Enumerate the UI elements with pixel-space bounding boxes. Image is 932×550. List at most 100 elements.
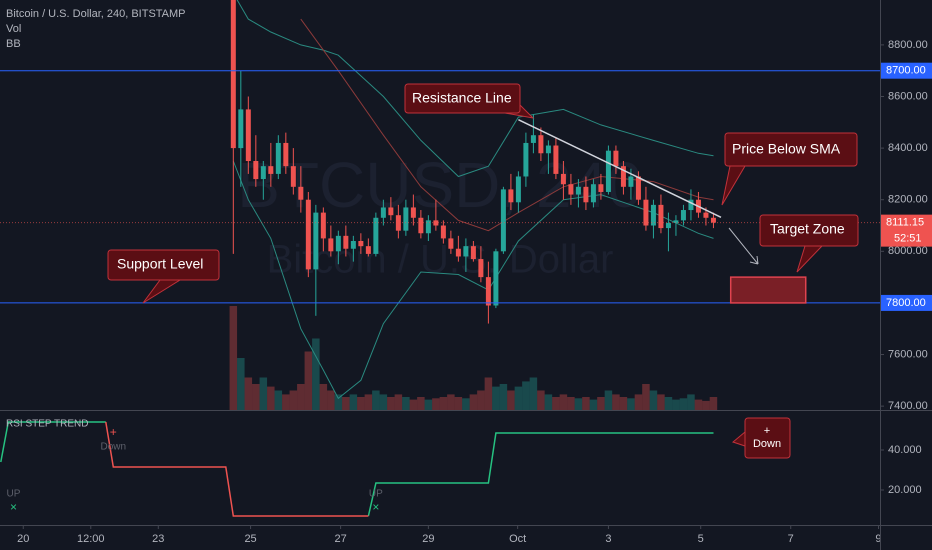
- candle-body: [418, 217, 424, 234]
- candle-body: [358, 240, 364, 247]
- last-price-label: 8111.15: [886, 217, 924, 229]
- callout: Target Zone: [759, 214, 859, 273]
- candle-body: [628, 176, 634, 187]
- rsi-step-line: [105, 421, 369, 517]
- volume-bar: [364, 394, 373, 410]
- callout-text: Down: [753, 438, 781, 450]
- candle-body: [440, 225, 446, 239]
- candle-body: [538, 135, 544, 154]
- volume-bar: [709, 397, 718, 410]
- candle-body: [478, 259, 484, 278]
- signal-text: Down: [100, 442, 126, 453]
- candle-body: [673, 220, 679, 223]
- candle-body: [238, 109, 244, 149]
- volume-bar: [252, 384, 260, 410]
- volume-bar: [334, 394, 343, 410]
- y-tick-label: 7400.00: [888, 400, 928, 412]
- candle-body: [523, 142, 529, 177]
- x-tick-label: 3: [605, 533, 611, 545]
- candle-body: [290, 166, 296, 187]
- candle-body: [388, 207, 394, 216]
- y-tick-label: 7600.00: [888, 348, 928, 360]
- arrow: [728, 227, 759, 265]
- candle-body: [298, 186, 304, 200]
- volume-bar: [402, 397, 410, 410]
- candle-body: [410, 207, 416, 218]
- volume-bar: [244, 377, 253, 410]
- x-tick-label: 5: [698, 533, 704, 545]
- candle-body: [545, 145, 551, 154]
- candle-body: [605, 150, 611, 192]
- candle-body: [343, 235, 349, 249]
- y-tick-label: 8400.00: [888, 142, 928, 154]
- candle-body: [508, 189, 514, 203]
- volume-bar: [492, 386, 500, 410]
- volume-bar: [387, 397, 395, 410]
- candle-body: [403, 207, 409, 231]
- candle-body: [613, 150, 619, 167]
- x-tick-label: 25: [244, 533, 256, 545]
- volume-bar: [349, 394, 358, 410]
- callout-text: Target Zone: [770, 221, 845, 237]
- volume-bar: [612, 394, 620, 410]
- candle-body: [620, 166, 626, 187]
- target-zone: [729, 276, 807, 304]
- candle-body: [328, 238, 334, 252]
- candle-body: [260, 166, 266, 180]
- y-tick-label: 8800.00: [888, 39, 928, 51]
- callout-text: Resistance Line: [412, 90, 512, 106]
- volume-bar: [424, 399, 433, 410]
- candle-body: [395, 215, 401, 231]
- y-tick-label: 8000.00: [888, 245, 928, 257]
- signal-mark: ×: [372, 500, 379, 514]
- volume-bar: [304, 351, 313, 410]
- callout: Resistance Line: [404, 83, 535, 119]
- callout: + Down: [731, 417, 791, 459]
- bollinger-band: [236, 0, 714, 178]
- y-tick-label: 40.000: [888, 444, 922, 456]
- x-tick-label: Oct: [509, 533, 526, 545]
- volume-bar: [394, 394, 403, 410]
- volume-bar: [604, 390, 613, 410]
- volume-bar: [372, 390, 380, 410]
- volume-bar: [274, 390, 283, 410]
- price-label-box: [881, 62, 932, 79]
- candle-body: [305, 199, 311, 270]
- candle-body: [680, 210, 686, 221]
- candle-body: [485, 277, 491, 306]
- candle-body: [380, 207, 386, 218]
- resistance-line: [518, 119, 722, 218]
- x-tick-label: 20: [17, 533, 29, 545]
- callout-text: Support Level: [117, 256, 203, 272]
- x-tick-label: 9: [875, 533, 881, 545]
- candle-body: [373, 217, 379, 254]
- price-label-box: [881, 294, 932, 311]
- volume-bar: [702, 400, 710, 410]
- volume-bar: [462, 398, 470, 410]
- volume-bar: [672, 399, 680, 410]
- volume-bar: [552, 397, 560, 410]
- chart-title: Bitcoin / U.S. Dollar, 240, BITSTAMP: [6, 8, 186, 20]
- indicator-label: BB: [6, 38, 21, 50]
- countdown-label: 52:51: [894, 233, 922, 245]
- volume-bar: [319, 384, 328, 410]
- candle-body: [515, 176, 521, 203]
- price-label: 8700.00: [886, 65, 926, 77]
- callout-box: [724, 132, 858, 167]
- volume-bar: [327, 390, 335, 410]
- volume-bar: [312, 338, 320, 410]
- rsi-step-line: [0, 421, 714, 517]
- volume-bar: [627, 398, 635, 410]
- volume-bar: [237, 358, 245, 410]
- volume-bar: [634, 394, 643, 410]
- callout: Price Below SMA: [721, 132, 858, 206]
- candle-body: [275, 142, 281, 174]
- volume-bar: [642, 384, 650, 410]
- volume-bar: [409, 399, 418, 410]
- candle-body: [665, 222, 671, 229]
- callout-text: +: [764, 425, 770, 437]
- bollinger-band: [232, 160, 714, 400]
- candle-body: [253, 161, 259, 180]
